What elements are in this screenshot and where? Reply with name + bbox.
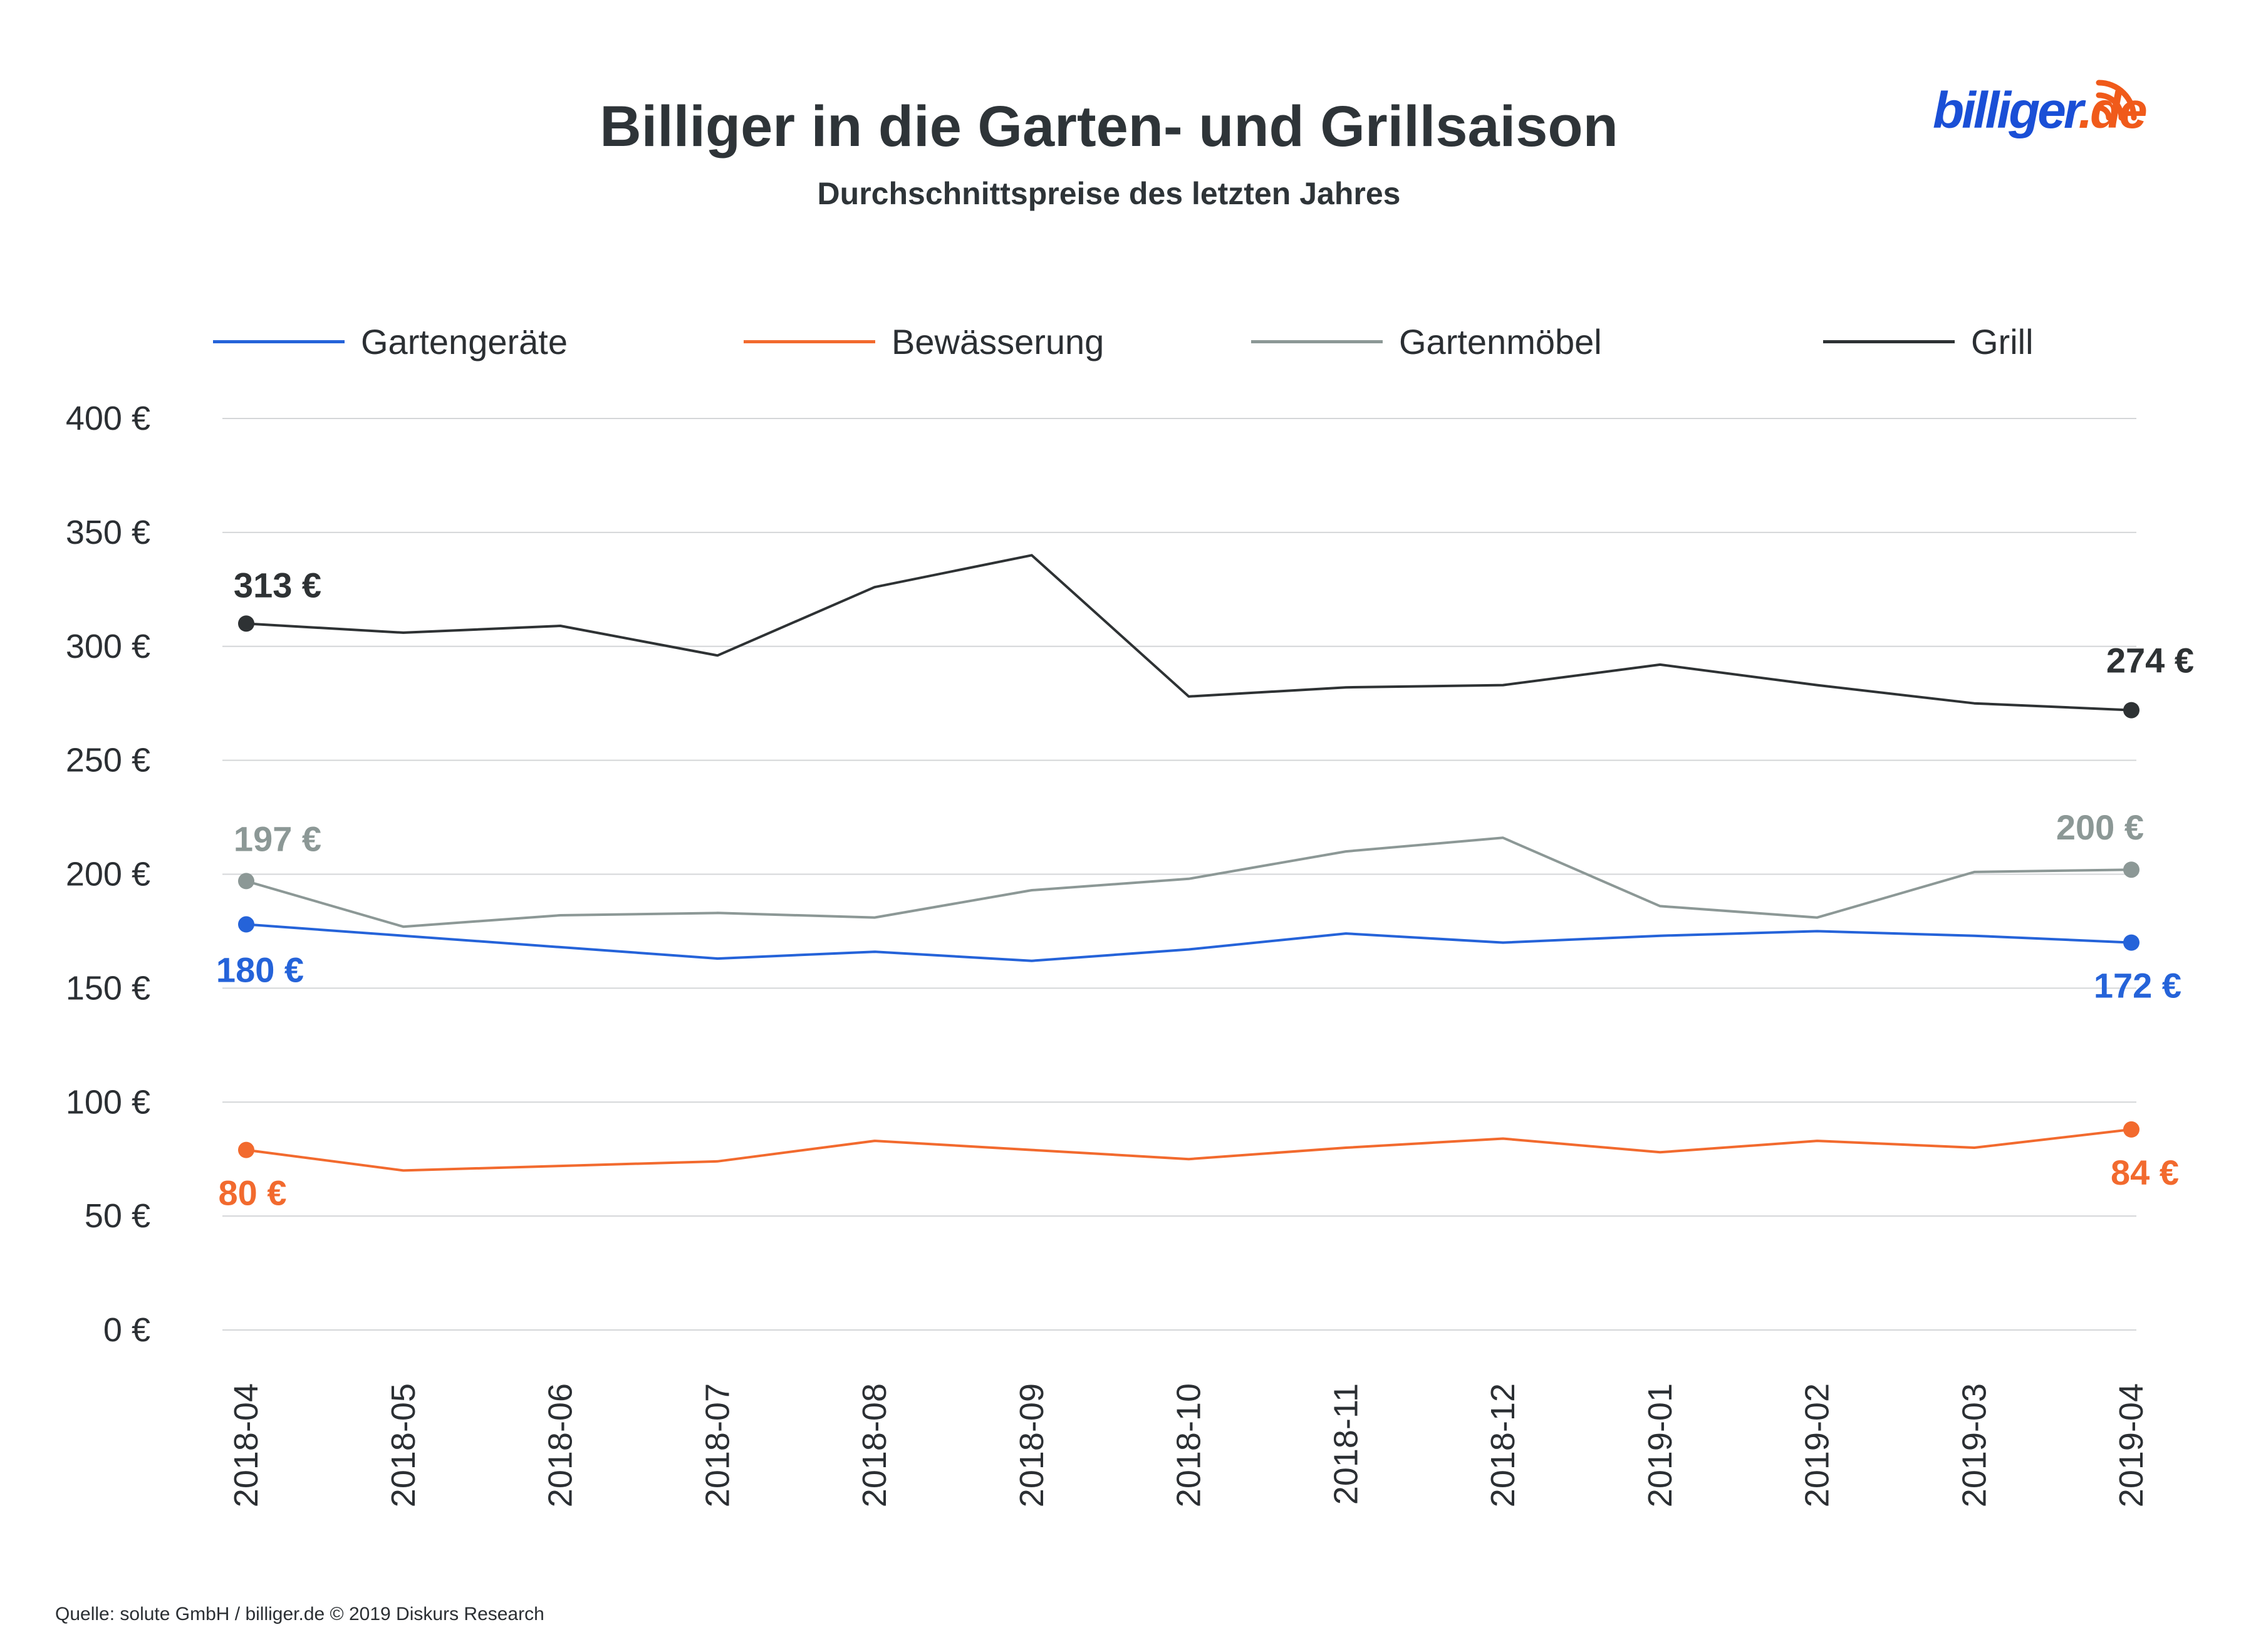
- data-label-start: 313 €: [234, 565, 321, 605]
- x-tick-label: 2018-09: [1013, 1383, 1051, 1507]
- legend-item-grill: Grill: [1823, 313, 2034, 370]
- x-tick-label: 2019-02: [1799, 1383, 1836, 1507]
- series-line-3: [246, 554, 2132, 712]
- data-point: [2123, 1121, 2139, 1138]
- data-point: [238, 615, 254, 632]
- y-tick-label: 350 €: [66, 514, 150, 551]
- y-tick-label: 250 €: [66, 742, 150, 779]
- legend-label: Grill: [1971, 321, 2034, 361]
- legend-label: Gartengeräte: [361, 321, 568, 361]
- x-tick-label: 2019-01: [1641, 1383, 1679, 1507]
- y-tick-label: 400 €: [66, 400, 150, 437]
- data-point: [238, 916, 254, 933]
- legend-swatch: [213, 340, 345, 343]
- x-tick-label: 2019-04: [2113, 1383, 2150, 1507]
- x-tick-label: 2019-03: [1955, 1383, 1993, 1507]
- data-label-end: 84 €: [2111, 1153, 2179, 1192]
- x-tick-label: 2018-04: [227, 1383, 265, 1507]
- series-line-2: [246, 836, 2132, 928]
- data-label-end: 172 €: [2094, 966, 2181, 1005]
- data-point: [2123, 934, 2139, 951]
- y-tick-label: 200 €: [66, 856, 150, 893]
- legend-swatch: [1251, 340, 1383, 343]
- x-tick-label: 2018-12: [1484, 1383, 1522, 1507]
- chart-title: Billiger in die Garten- und Grillsaison: [600, 95, 1618, 158]
- data-point: [2123, 702, 2139, 719]
- x-tick-label: 2018-06: [542, 1383, 580, 1507]
- data-point: [238, 873, 254, 890]
- logo-wordmark: billiger.de: [1933, 82, 2148, 139]
- series-line-0: [246, 923, 2132, 962]
- y-tick-label: 150 €: [66, 969, 150, 1007]
- data-label-end: 200 €: [2056, 808, 2144, 847]
- data-point: [238, 1141, 254, 1158]
- y-tick-label: 50 €: [85, 1197, 150, 1235]
- y-tick-label: 100 €: [66, 1083, 150, 1121]
- legend-label: Gartenmöbel: [1399, 321, 1602, 361]
- x-tick-label: 2018-07: [699, 1383, 736, 1507]
- chart-subtitle: Durchschnittspreise des letzten Jahres: [817, 176, 1401, 211]
- data-label-start: 197 €: [234, 819, 321, 858]
- y-tick-label: 300 €: [66, 628, 150, 665]
- x-tick-label: 2018-10: [1170, 1383, 1208, 1507]
- legend-item-gartengeraete: Gartengeräte: [213, 313, 568, 370]
- x-tick-label: 2018-05: [385, 1383, 422, 1507]
- y-tick-label: 0 €: [103, 1311, 150, 1349]
- x-tick-label: 2018-08: [856, 1383, 893, 1507]
- data-point: [2123, 861, 2139, 878]
- data-label-end: 274 €: [2106, 641, 2194, 680]
- chart-legend: Gartengeräte Bewässerung Gartenmöbel Gri…: [0, 313, 2246, 370]
- legend-item-gartenmoebel: Gartenmöbel: [1251, 313, 1602, 370]
- legend-label: Bewässerung: [892, 321, 1105, 361]
- legend-item-bewaesserung: Bewässerung: [744, 313, 1104, 370]
- billiger-logo: billiger.de: [1933, 69, 2158, 157]
- data-label-start: 80 €: [219, 1173, 287, 1213]
- x-tick-label: 2018-11: [1327, 1383, 1365, 1505]
- series-line-1: [246, 1128, 2132, 1172]
- signal-icon: [2096, 80, 2137, 121]
- legend-swatch: [744, 340, 875, 343]
- legend-swatch: [1823, 340, 1955, 343]
- source-note: Quelle: solute GmbH / billiger.de © 2019…: [55, 1604, 544, 1624]
- data-label-start: 180 €: [216, 950, 304, 990]
